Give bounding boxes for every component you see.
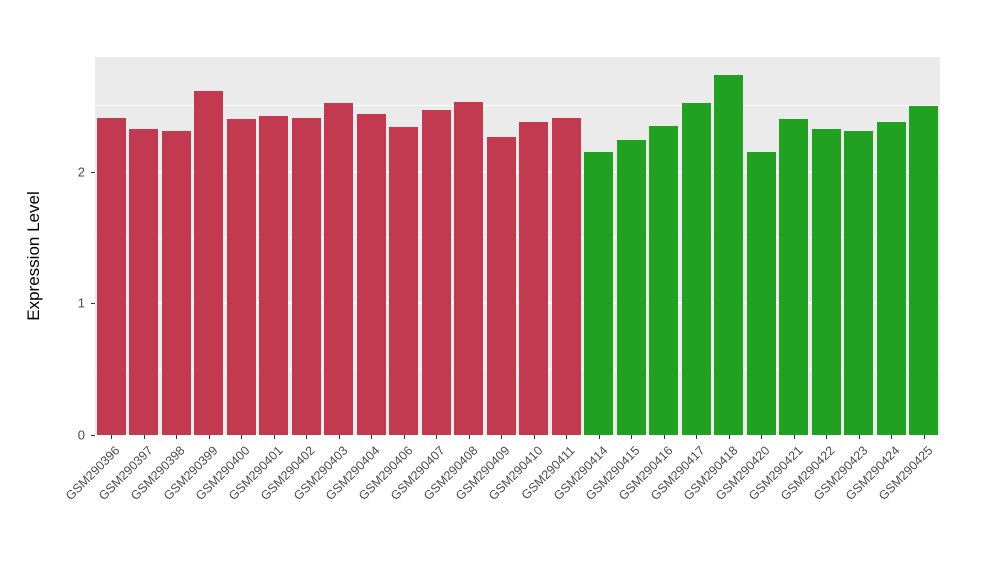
bar-GSM290400 [226, 118, 256, 435]
x-tick-mark [143, 435, 145, 439]
gridline-major [95, 170, 940, 173]
bar-GSM290425 [909, 105, 939, 435]
y-axis-title: Expression Level [24, 191, 43, 321]
y-tick-label: 2 [77, 164, 85, 180]
x-tick-mark [566, 435, 568, 439]
y-tick-mark [91, 171, 95, 173]
x-tick-mark [728, 435, 730, 439]
x-tick-mark [208, 435, 210, 439]
x-tick-mark [793, 435, 795, 439]
gridline-major [95, 434, 940, 436]
gridline-minor [95, 105, 940, 107]
y-tick-mark [91, 435, 95, 436]
x-tick-mark [533, 435, 535, 439]
bar-GSM290421 [779, 118, 809, 435]
bar-GSM290404 [356, 113, 386, 435]
bar-GSM290403 [324, 103, 354, 435]
bar-GSM290408 [454, 101, 484, 435]
x-tick-mark [306, 435, 308, 439]
bar-GSM290422 [811, 129, 841, 435]
gridline-minor [95, 368, 940, 370]
gridline-major [95, 302, 940, 305]
x-tick-mark [338, 435, 340, 439]
x-tick-mark [371, 435, 373, 439]
y-tick-label: 0 [77, 427, 85, 443]
bar-GSM290406 [389, 126, 419, 435]
x-tick-mark [111, 435, 113, 439]
bar-GSM290423 [844, 130, 874, 435]
x-tick-mark [923, 435, 925, 439]
bar-GSM290420 [746, 151, 776, 435]
bar-GSM290416 [649, 125, 679, 435]
bar-GSM290415 [616, 139, 646, 435]
x-tick-mark [598, 435, 600, 439]
x-tick-mark [241, 435, 243, 439]
x-tick-mark [631, 435, 633, 439]
bar-GSM290398 [161, 130, 191, 435]
bar-GSM290399 [194, 91, 224, 435]
bar-GSM290401 [259, 116, 289, 435]
x-tick-mark [761, 435, 763, 439]
x-tick-mark [403, 435, 405, 439]
y-tick-mark [91, 303, 95, 305]
bar-GSM290418 [714, 75, 744, 435]
x-tick-mark [436, 435, 438, 439]
bar-GSM290410 [519, 121, 549, 435]
gridline-minor [95, 236, 940, 238]
x-tick-mark [273, 435, 275, 439]
bar-GSM290402 [291, 117, 321, 435]
bar-GSM290407 [421, 109, 451, 435]
bar-GSM290409 [486, 137, 516, 435]
bar-GSM290414 [584, 151, 614, 435]
bar-GSM290411 [551, 117, 581, 435]
x-tick-mark [858, 435, 860, 439]
plot-panel [95, 57, 940, 436]
x-tick-mark [696, 435, 698, 439]
x-tick-mark [501, 435, 503, 439]
bar-GSM290424 [876, 121, 906, 435]
x-tick-mark [468, 435, 470, 439]
x-tick-mark [826, 435, 828, 439]
x-tick-mark [891, 435, 893, 439]
x-tick-mark [176, 435, 178, 439]
bar-GSM290417 [681, 103, 711, 435]
y-tick-label: 1 [77, 295, 85, 311]
bar-GSM290396 [96, 117, 126, 435]
bar-GSM290397 [129, 129, 159, 435]
x-tick-mark [663, 435, 665, 439]
